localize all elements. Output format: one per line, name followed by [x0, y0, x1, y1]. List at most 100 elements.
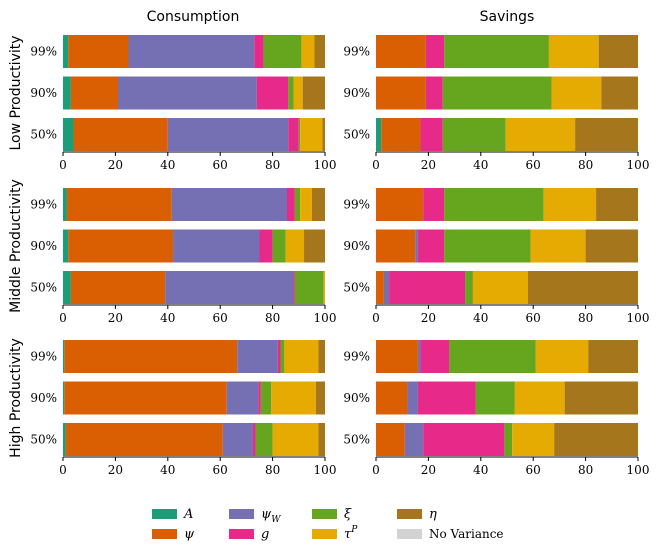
bar-segment-g-99pct-high-productivity-consumption	[278, 340, 281, 373]
bar-segment-a-50pct-high-productivity-consumption	[63, 423, 66, 456]
legend-label-g: g	[261, 527, 269, 542]
legend-swatch-psiw	[229, 509, 254, 519]
bar-segment-psiw-99pct-middle-productivity-consumption	[172, 188, 287, 221]
legend-swatch-eta	[397, 509, 422, 519]
category-label-90pct-middle-productivity-savings: 90%	[343, 239, 370, 253]
bar-segment-xi-90pct-high-productivity-consumption	[261, 382, 271, 415]
bar-segment-eta-90pct-low-productivity-consumption	[303, 77, 325, 110]
bar-segment-psi-90pct-high-productivity-savings	[376, 382, 407, 415]
legend-label-eta: η	[429, 507, 437, 522]
bar-segment-eta-99pct-high-productivity-consumption	[318, 340, 325, 373]
legend-swatch-taup	[312, 529, 337, 539]
bar-segment-psiw-90pct-middle-productivity-consumption	[173, 230, 259, 263]
bar-segment-xi-99pct-middle-productivity-consumption	[295, 188, 300, 221]
x-tick-label-0-middle-productivity-savings: 0	[372, 311, 380, 325]
legend-swatch-xi	[312, 509, 337, 519]
bar-segment-g-90pct-middle-productivity-savings	[418, 230, 444, 263]
x-tick-label-40-high-productivity-consumption: 40	[160, 463, 175, 477]
bar-segment-taup-99pct-middle-productivity-savings	[544, 188, 596, 221]
bar-segment-eta-99pct-high-productivity-savings	[588, 340, 638, 373]
bar-segment-g-99pct-low-productivity-consumption	[254, 35, 263, 68]
bar-segment-xi-99pct-high-productivity-consumption	[280, 340, 284, 373]
category-label-50pct-middle-productivity-consumption: 50%	[30, 281, 57, 295]
x-tick-label-100-high-productivity-savings: 100	[627, 463, 650, 477]
row-title-low: Low Productivity	[8, 35, 24, 150]
category-label-99pct-low-productivity-savings: 99%	[343, 45, 370, 59]
bar-segment-eta-50pct-low-productivity-consumption	[322, 118, 325, 151]
bar-segment-psi-90pct-low-productivity-consumption	[71, 77, 118, 110]
column-title-consumption: Consumption	[147, 9, 240, 25]
bar-segment-g-90pct-high-productivity-savings	[418, 382, 476, 415]
bar-segment-taup-50pct-low-productivity-consumption	[300, 118, 322, 151]
category-label-90pct-low-productivity-consumption: 90%	[30, 86, 57, 100]
bar-segment-psiw-90pct-low-productivity-consumption	[118, 77, 257, 110]
x-tick-label-80-low-productivity-savings: 80	[578, 158, 593, 172]
bar-segment-taup-90pct-low-productivity-consumption	[294, 77, 303, 110]
bar-segment-psiw-50pct-middle-productivity-savings	[384, 271, 389, 304]
x-tick-label-80-middle-productivity-savings: 80	[578, 311, 593, 325]
x-tick-label-20-low-productivity-savings: 20	[421, 158, 436, 172]
category-label-90pct-middle-productivity-consumption: 90%	[30, 239, 57, 253]
bar-segment-xi-90pct-high-productivity-savings	[476, 382, 515, 415]
bar-segment-xi-50pct-high-productivity-consumption	[256, 423, 273, 456]
bar-segment-psiw-99pct-high-productivity-savings	[418, 340, 421, 373]
x-tick-label-20-middle-productivity-savings: 20	[421, 311, 436, 325]
bar-segment-psi-90pct-low-productivity-savings	[376, 77, 426, 110]
x-tick-label-80-high-productivity-savings: 80	[578, 463, 593, 477]
x-tick-label-60-low-productivity-savings: 60	[526, 158, 541, 172]
x-tick-label-60-high-productivity-savings: 60	[526, 463, 541, 477]
x-tick-label-80-low-productivity-consumption: 80	[265, 158, 280, 172]
bar-segment-g-90pct-low-productivity-savings	[426, 77, 443, 110]
legend-label-psi: ψ	[184, 527, 195, 542]
category-label-50pct-low-productivity-consumption: 50%	[30, 128, 57, 142]
chart-panels: 99% 90% 50% 0 20 40 60 80 100 99% 90% 50% 0 20 40 60 80 1…	[30, 35, 649, 477]
legend-label-xi: ξ	[344, 507, 352, 522]
x-tick-label-100-middle-productivity-consumption: 100	[314, 311, 337, 325]
legend-label-nv: No Variance	[429, 527, 504, 541]
bar-segment-eta-90pct-middle-productivity-consumption	[304, 230, 325, 263]
bar-segment-eta-99pct-low-productivity-consumption	[315, 35, 325, 68]
category-label-99pct-middle-productivity-savings: 99%	[343, 198, 370, 212]
bar-segment-eta-50pct-high-productivity-consumption	[318, 423, 325, 456]
bar-segment-taup-99pct-high-productivity-savings	[536, 340, 588, 373]
bar-segment-a-99pct-low-productivity-consumption	[63, 35, 68, 68]
x-tick-label-100-low-productivity-savings: 100	[627, 158, 650, 172]
bar-segment-xi-50pct-low-productivity-consumption	[299, 118, 300, 151]
bar-segment-taup-99pct-high-productivity-consumption	[284, 340, 318, 373]
bar-segment-psi-50pct-high-productivity-consumption	[66, 423, 223, 456]
row-title-high: High Productivity	[8, 338, 24, 458]
legend-label-a: A	[183, 507, 193, 522]
x-tick-label-40-middle-productivity-consumption: 40	[160, 311, 175, 325]
bar-segment-taup-90pct-low-productivity-savings	[552, 77, 602, 110]
bar-segment-psiw-99pct-high-productivity-consumption	[237, 340, 278, 373]
bar-segment-xi-99pct-low-productivity-consumption	[263, 35, 301, 68]
bar-segment-eta-99pct-middle-productivity-consumption	[312, 188, 325, 221]
bar-segment-g-99pct-low-productivity-savings	[426, 35, 444, 68]
bar-segment-psi-99pct-high-productivity-consumption	[64, 340, 237, 373]
bar-segment-xi-50pct-low-productivity-savings	[443, 118, 506, 151]
x-tick-label-0-middle-productivity-consumption: 0	[59, 311, 67, 325]
legend-swatch-a	[152, 509, 177, 519]
bar-segment-g-90pct-high-productivity-consumption	[258, 382, 261, 415]
bar-segment-xi-99pct-low-productivity-savings	[444, 35, 549, 68]
category-label-50pct-middle-productivity-savings: 50%	[343, 281, 370, 295]
bar-segment-g-99pct-middle-productivity-consumption	[287, 188, 295, 221]
bar-segment-psiw-90pct-high-productivity-consumption	[227, 382, 258, 415]
x-tick-label-20-middle-productivity-consumption: 20	[108, 311, 123, 325]
bar-segment-g-99pct-high-productivity-savings	[421, 340, 450, 373]
x-tick-label-20-high-productivity-consumption: 20	[108, 463, 123, 477]
bar-segment-psiw-50pct-middle-productivity-consumption	[165, 271, 293, 304]
bar-segment-psi-99pct-high-productivity-savings	[376, 340, 418, 373]
column-title-savings: Savings	[480, 9, 535, 25]
x-tick-label-60-middle-productivity-consumption: 60	[213, 311, 228, 325]
bar-segment-xi-50pct-high-productivity-savings	[504, 423, 512, 456]
bar-segment-xi-90pct-middle-productivity-savings	[444, 230, 530, 263]
bar-segment-psiw-50pct-high-productivity-consumption	[223, 423, 253, 456]
bar-segment-eta-50pct-high-productivity-savings	[554, 423, 638, 456]
bar-segment-psiw-90pct-high-productivity-savings	[407, 382, 417, 415]
bar-segment-g-99pct-middle-productivity-savings	[423, 188, 444, 221]
bar-segment-psiw-99pct-low-productivity-consumption	[129, 35, 255, 68]
bar-segment-taup-99pct-low-productivity-consumption	[301, 35, 314, 68]
bar-segment-taup-90pct-high-productivity-savings	[515, 382, 565, 415]
bar-segment-psi-90pct-high-productivity-consumption	[64, 382, 226, 415]
